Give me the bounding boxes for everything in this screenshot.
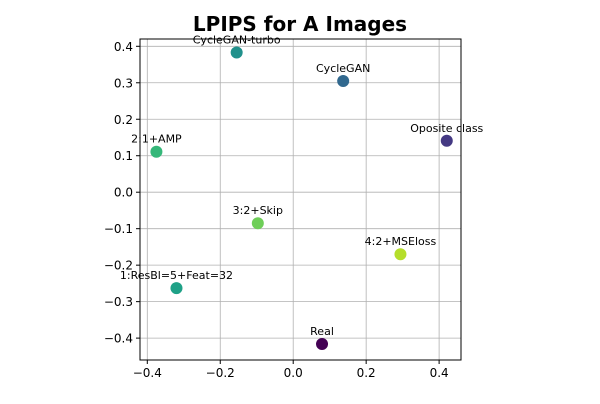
y-tick-label: 0.4: [114, 40, 133, 54]
data-point: [394, 248, 407, 261]
x-tick-label: 0.0: [284, 366, 303, 380]
data-point: [316, 337, 329, 350]
x-tick-label: −0.2: [206, 366, 235, 380]
x-tick-label: 0.2: [357, 366, 376, 380]
x-tick-label: 0.4: [430, 366, 449, 380]
data-point-label: 4:2+MSEloss: [365, 235, 437, 248]
y-tick-label: −0.3: [104, 295, 133, 309]
y-tick-label: 0.1: [114, 149, 133, 163]
y-tick-label: 0.2: [114, 113, 133, 127]
y-tick-label: −0.2: [104, 259, 133, 273]
data-point-label: CycleGAN: [316, 62, 370, 75]
data-point: [170, 282, 183, 295]
chart-title: LPIPS for A Images: [193, 12, 407, 36]
y-tick-label: 0.3: [114, 76, 133, 90]
y-tick-label: 0.0: [114, 186, 133, 200]
data-point-label: 1:ResBl=5+Feat=32: [120, 269, 233, 282]
data-point: [337, 74, 350, 87]
axes: −0.4 −0.2 0.0 0.2 0.4 −0.4 −0.3 −0.2 −0.1 0.0 0.1 0…: [104, 38, 462, 380]
data-point-label: Real: [310, 325, 334, 338]
y-tick-label: −0.4: [104, 332, 133, 346]
data-points: [150, 46, 453, 350]
x-tick-label: −0.4: [133, 366, 162, 380]
y-tick-label: −0.1: [104, 222, 133, 236]
data-point-label: 2:1+AMP: [131, 133, 182, 146]
data-point: [230, 46, 243, 59]
data-point: [251, 217, 264, 230]
plot-frame: [139, 38, 462, 361]
data-point-label: Oposite class: [410, 122, 483, 135]
data-point-label: CycleGAN-turbo: [193, 33, 281, 46]
data-point: [440, 134, 453, 147]
point-labels: CycleGAN-turbo CycleGAN Oposite class 2:1+A…: [120, 33, 484, 337]
grid-lines: [140, 39, 461, 360]
data-point: [150, 145, 163, 158]
data-point-label: 3:2+Skip: [233, 204, 283, 217]
